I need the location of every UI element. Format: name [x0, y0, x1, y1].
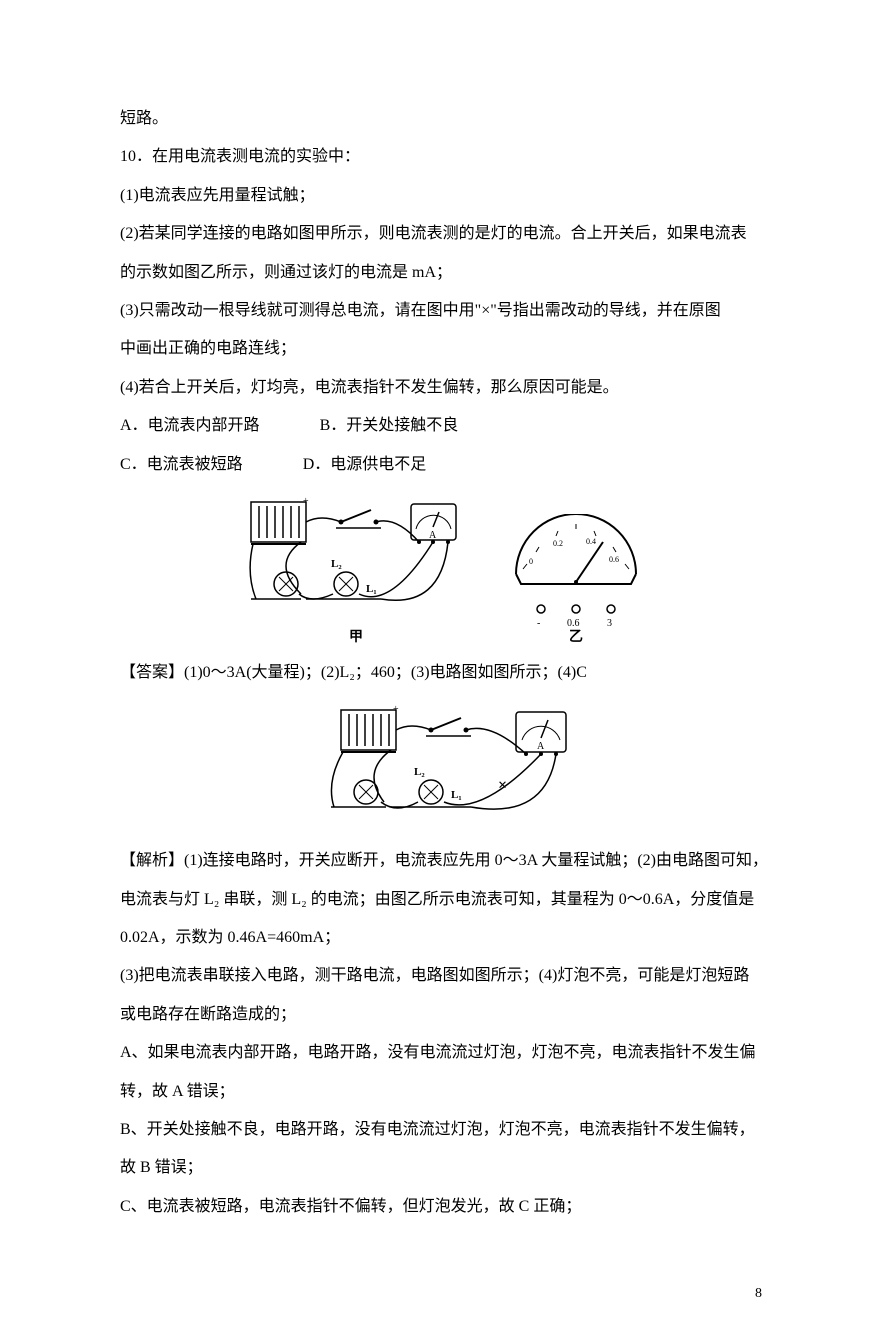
battery-plus: +: [303, 496, 309, 507]
ammeter-yi: 0 0.2 0.4 0.6 - 0.6 3 乙: [501, 514, 651, 644]
explain-l3: 0.02A，示数为 0.46A=460mA；: [120, 919, 772, 957]
page-number: 8: [120, 1286, 772, 1302]
explain-l2: 电流表与灯 L₂ 串联，测 L₂ 的电流；由图乙所示电流表可知，其量程为 0～0…: [120, 881, 772, 919]
circuit-answer-svg: + A: [306, 702, 586, 832]
q10-part2-a: (2)若某同学连接的电路如图甲所示，则电流表测的是灯的电流。合上开关后，如果电流…: [120, 215, 772, 253]
option-D: D．电源供电不足: [303, 446, 427, 484]
explain-A1: A、如果电流表内部开路，电路开路，没有电流流过灯泡，灯泡不亮，电流表指针不发生偏: [120, 1034, 772, 1072]
bulb-l2-label-1: L₂: [331, 558, 342, 570]
options-row-2: C．电流表被短路 D．电源供电不足: [120, 446, 772, 484]
figure-2: + A: [120, 702, 772, 832]
q10-part3-a: (3)只需改动一根导线就可测得总电流，请在图中用"×"号指出需改动的导线，并在原…: [120, 292, 772, 330]
options-row-1: A．电流表内部开路 B．开关处接触不良: [120, 407, 772, 445]
explain-head: 【解析】(1)连接电路时，开关应断开，电流表应先用 0～3A 大量程试触；(2)…: [120, 842, 772, 880]
ammeter-label-2: A: [537, 741, 545, 752]
q10-part3-b: 中画出正确的电路连线；: [120, 330, 772, 368]
fig-label-yi: 乙: [501, 626, 651, 646]
explain-B2: 故 B 错误；: [120, 1149, 772, 1187]
scale-06: 0.6: [609, 555, 619, 564]
bulb-l2-label-2: L₂: [414, 766, 425, 778]
q10-stem-text: 在用电流表测电流的实验中：: [152, 148, 360, 165]
q10-number: 10．: [120, 148, 152, 165]
option-B: B．开关处接触不良: [320, 407, 459, 445]
explain-C: C、电流表被短路，电流表指针不偏转，但灯泡发光，故 C 正确；: [120, 1188, 772, 1226]
scale-02: 0.2: [553, 539, 563, 548]
q10-part1: (1)电流表应先用量程试触；: [120, 177, 772, 215]
explain-l4: (3)把电流表串联接入电路，测干路电流，电路图如图所示；(4)灯泡不亮，可能是灯…: [120, 957, 772, 995]
svg-text:+: +: [393, 704, 399, 715]
answer-line: 【答案】(1)0～3A(大量程)；(2)L₂；460；(3)电路图如图所示；(4…: [120, 654, 772, 692]
circuit-answer: + A: [306, 702, 586, 832]
bulb-l1-label-1: L₁: [366, 583, 377, 595]
ammeter-label-1: A: [429, 530, 437, 541]
bulb-l1-label-2: L₁: [451, 789, 462, 801]
scale-0: 0: [529, 557, 533, 566]
option-C: C．电流表被短路: [120, 446, 243, 484]
circuit-jia-svg: + A: [241, 494, 471, 634]
option-A: A．电流表内部开路: [120, 407, 260, 445]
document-page: 短路。 10．在用电流表测电流的实验中： (1)电流表应先用量程试触； (2)若…: [0, 0, 892, 1342]
q10-part2-b: 的示数如图乙所示，则通过该灯的电流是 mA；: [120, 254, 772, 292]
q10-stem: 10．在用电流表测电流的实验中：: [120, 138, 772, 176]
scale-04: 0.4: [586, 537, 596, 546]
ammeter-yi-svg: 0 0.2 0.4 0.6 - 0.6 3: [501, 514, 651, 634]
explain-A2: 转，故 A 错误；: [120, 1073, 772, 1111]
circuit-jia: + A: [241, 494, 471, 644]
explain-B1: B、开关处接触不良，电路开路，没有电流流过灯泡，灯泡不亮，电流表指针不发生偏转，: [120, 1111, 772, 1149]
prev-q-tail: 短路。: [120, 100, 772, 138]
figure-1: + A: [120, 494, 772, 644]
fig-label-jia: 甲: [241, 626, 471, 646]
cross-mark: ×: [498, 777, 507, 794]
q10-part4: (4)若合上开关后，灯均亮，电流表指针不发生偏转，那么原因可能是。: [120, 369, 772, 407]
explain-l5: 或电路存在断路造成的；: [120, 996, 772, 1034]
